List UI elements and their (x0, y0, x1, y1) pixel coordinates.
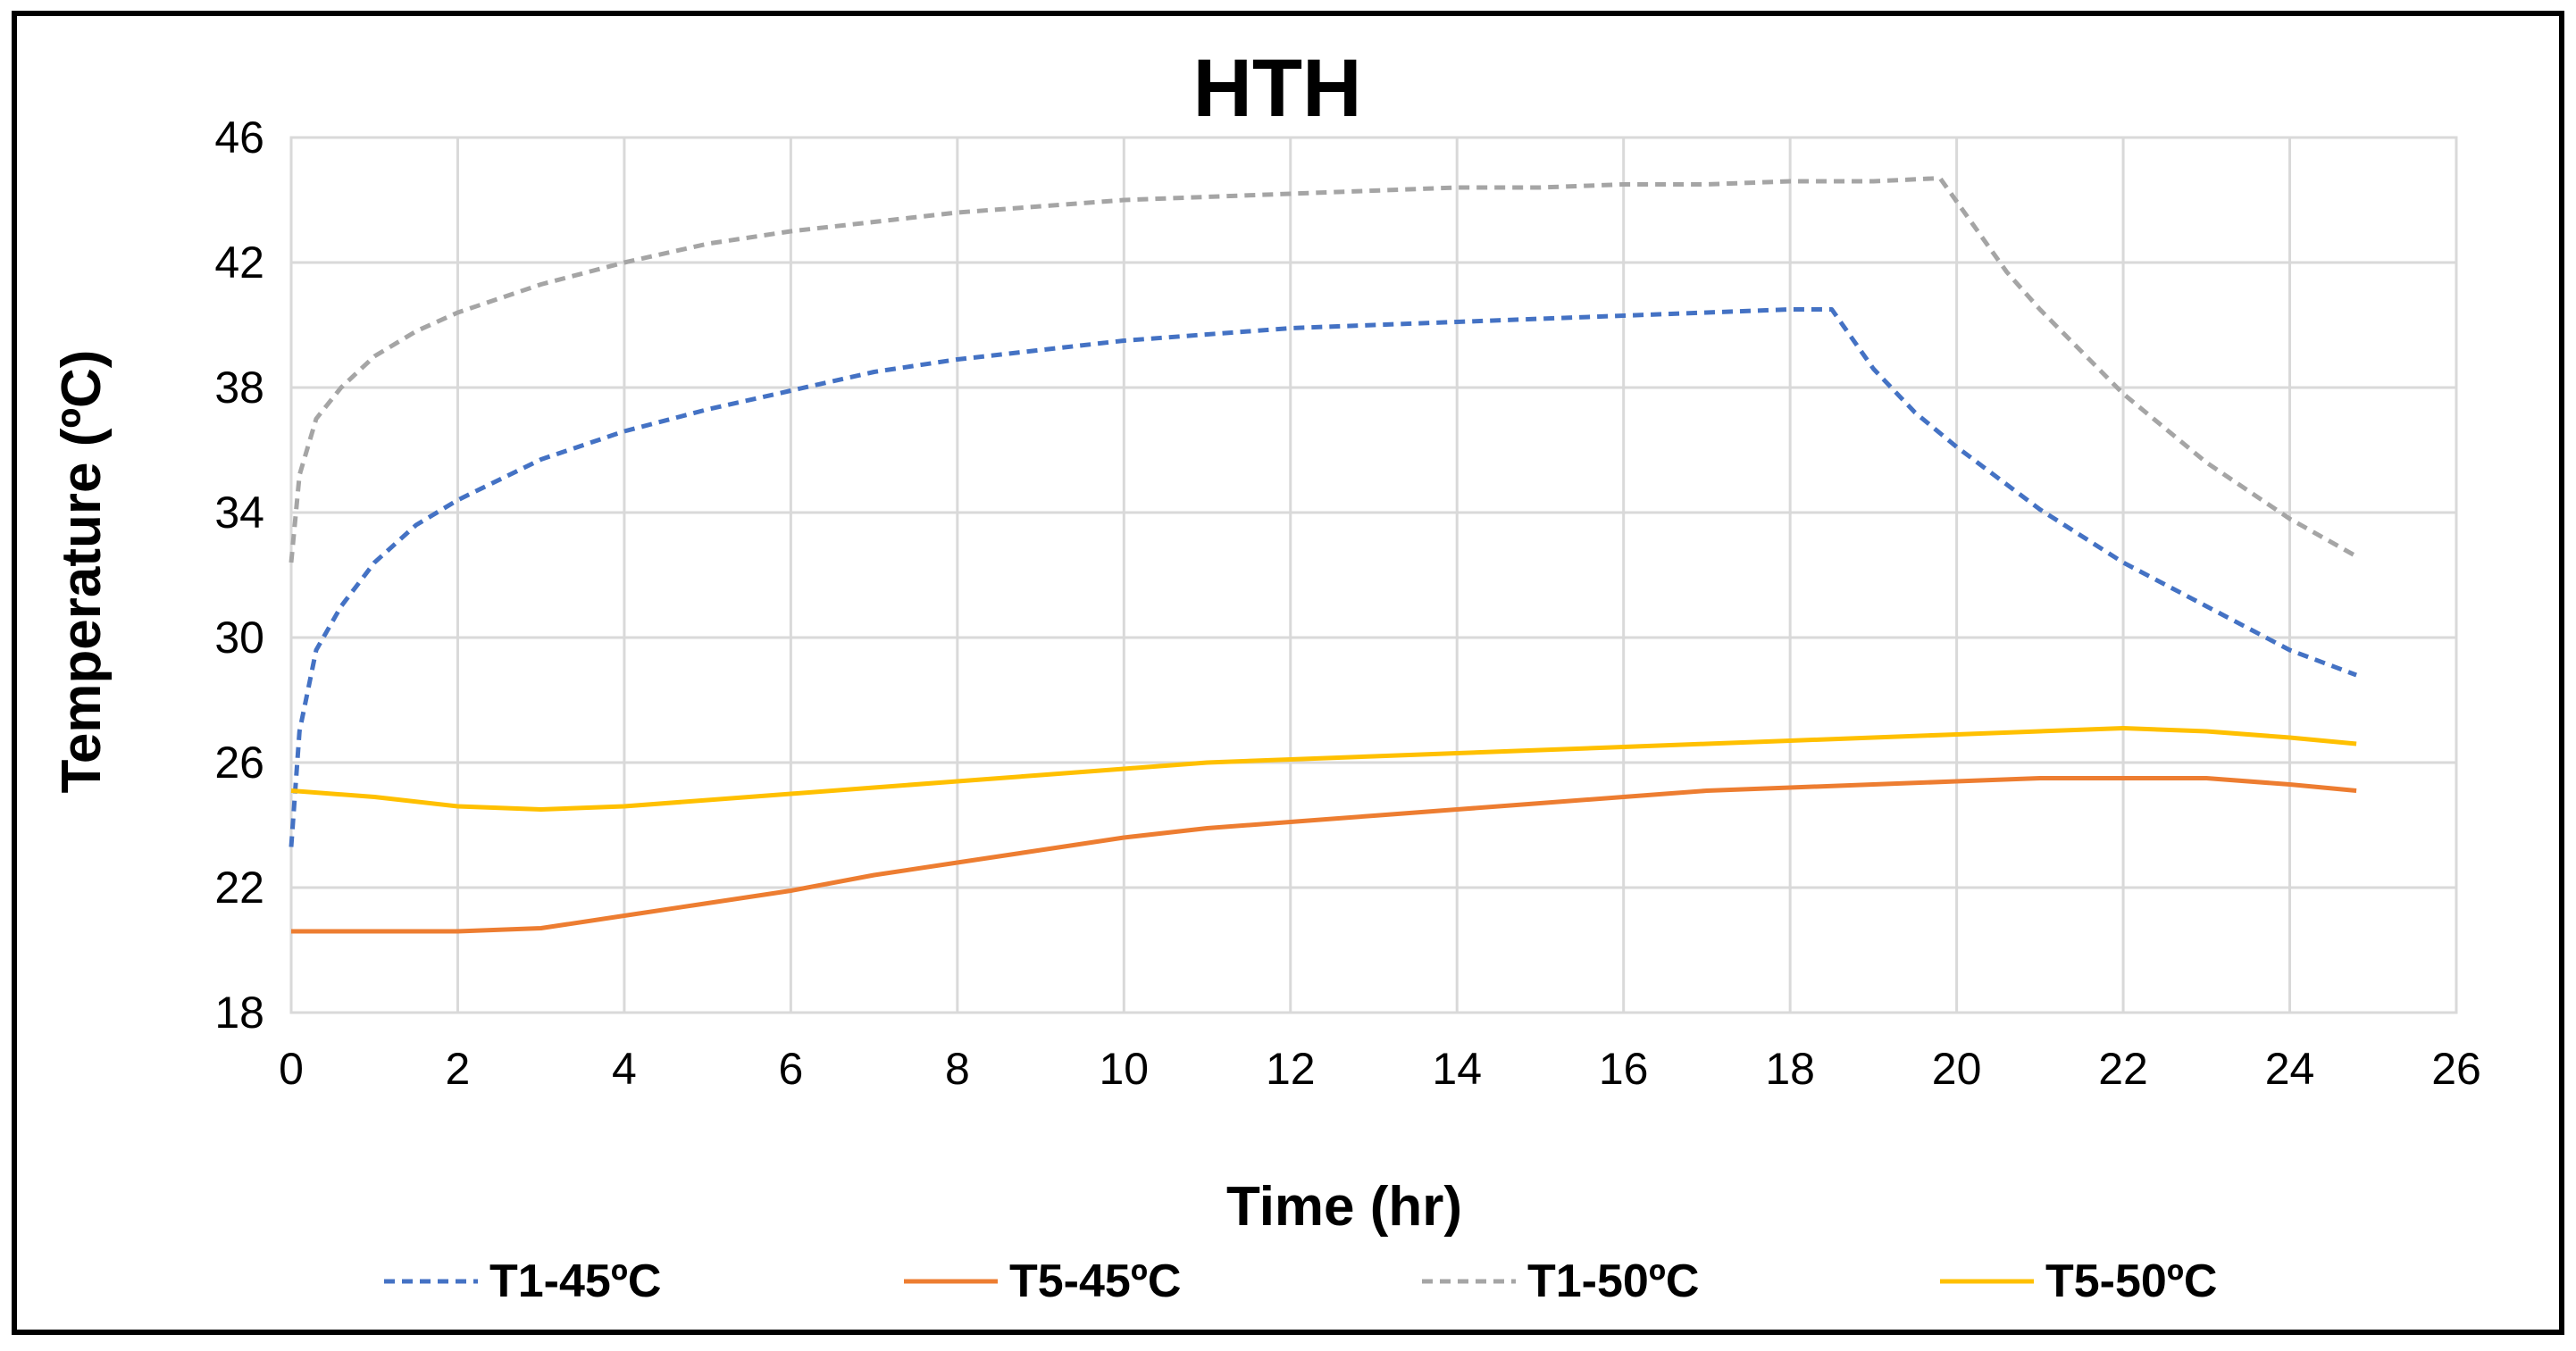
series-line-t1-50-c (289, 176, 2358, 563)
x-tick-label: 22 (2098, 1044, 2148, 1094)
legend-label: T5-45ºC (1009, 1255, 1181, 1307)
legend-label: T1-45ºC (489, 1255, 661, 1307)
y-tick-label: 22 (214, 863, 264, 913)
series-line-t5-45-c (291, 776, 2357, 934)
x-tick-label: 10 (1099, 1044, 1149, 1094)
series-line-t1-45-c (289, 307, 2357, 847)
chart-title: HTH (1192, 43, 1361, 134)
x-tick-label: 4 (612, 1044, 637, 1094)
x-tick-label: 14 (1432, 1044, 1482, 1094)
legend-label: T1-50ºC (1527, 1255, 1699, 1307)
plot-area-border (289, 136, 2458, 1014)
series-group (289, 176, 2358, 934)
x-tick-label: 26 (2431, 1044, 2481, 1094)
x-tick-label: 2 (446, 1044, 471, 1094)
y-tick-label: 26 (214, 738, 264, 788)
y-tick-label: 42 (214, 238, 264, 288)
legend: T1-45ºC T5-45ºC T1-50ºC T5-50ºC (384, 1255, 2217, 1307)
y-tick-label: 18 (214, 988, 264, 1038)
x-tick-label: 24 (2265, 1044, 2315, 1094)
chart-outer-border (12, 11, 2564, 1335)
y-tick-label: 34 (214, 488, 264, 538)
x-axis-ticks: 0 2 4 6 8 10 12 14 16 18 20 22 24 26 (279, 1044, 2481, 1094)
x-tick-label: 16 (1599, 1044, 1649, 1094)
y-tick-label: 38 (214, 363, 264, 413)
y-axis-ticks: 18 22 26 30 34 38 42 46 (214, 113, 264, 1038)
x-tick-label: 12 (1266, 1044, 1316, 1094)
x-tick-label: 18 (1765, 1044, 1815, 1094)
x-axis-title: Time (hr) (1226, 1176, 1462, 1238)
y-tick-label: 46 (214, 113, 264, 163)
x-tick-label: 20 (1932, 1044, 1982, 1094)
legend-label: T5-50ºC (2045, 1255, 2217, 1307)
y-axis-title: Temperature (ºC) (51, 350, 113, 794)
x-tick-label: 0 (279, 1044, 304, 1094)
x-tick-label: 8 (945, 1044, 970, 1094)
series-line-t5-50-c (290, 726, 2357, 812)
x-tick-label: 6 (778, 1044, 803, 1094)
y-tick-label: 30 (214, 613, 264, 663)
